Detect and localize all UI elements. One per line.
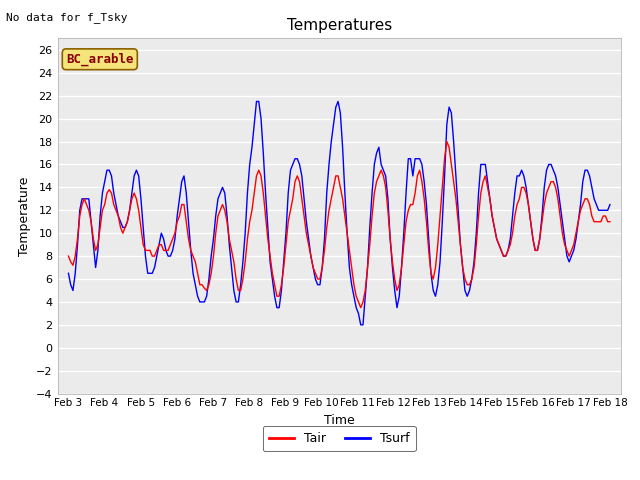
X-axis label: Time: Time <box>324 414 355 427</box>
Text: BC_arable: BC_arable <box>66 53 134 66</box>
Legend: Tair, Tsurf: Tair, Tsurf <box>263 426 415 451</box>
Text: No data for f_Tsky: No data for f_Tsky <box>6 12 128 23</box>
Title: Temperatures: Temperatures <box>287 18 392 33</box>
Y-axis label: Temperature: Temperature <box>18 176 31 256</box>
